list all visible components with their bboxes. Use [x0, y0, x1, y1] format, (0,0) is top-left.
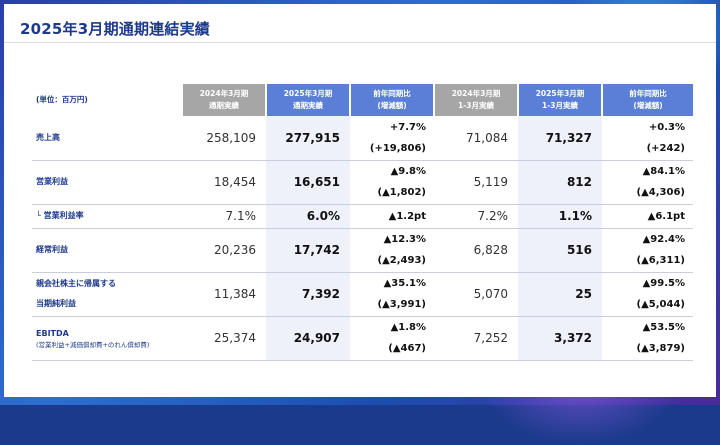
table-header-row: (単位：百万円) 2024年3月期 通期実績 2025年3月期 通期実績 前年同期比…	[32, 84, 693, 116]
cell-q2025: 516	[518, 228, 602, 273]
cell-fy2025: 6.0%	[266, 204, 350, 229]
header-q-yoy: 前年同期比 (増減額)	[601, 84, 693, 116]
row-sublabel: (営業利益+減価償却費+のれん償却費)	[36, 340, 150, 349]
cell-q2024: 7.2%	[434, 204, 518, 229]
cell-fy2024: 11,384	[182, 272, 266, 317]
cell-fy2024: 18,454	[182, 160, 266, 205]
cell-fy-yoy: ▲1.8% (▲467)	[350, 316, 434, 361]
table-row: 営業利益 18,454 16,651 ▲9.8% (▲1,802) 5,119 8…	[32, 160, 693, 205]
title-divider	[4, 42, 716, 43]
table-row: EBITDA (営業利益+減価償却費+のれん償却費) 25,374 24,907 …	[32, 316, 693, 361]
page-title: 2025年3月期通期連結実績	[20, 20, 210, 38]
cell-fy2025: 16,651	[266, 160, 350, 205]
cell-fy2024: 25,374	[182, 316, 266, 361]
cell-q2025: 25	[518, 272, 602, 317]
cell-fy2025: 24,907	[266, 316, 350, 361]
cell-fy-yoy: +7.7% (+19,806)	[350, 116, 434, 161]
row-label: └ 営業利益率	[32, 204, 182, 229]
cell-q2025: 3,372	[518, 316, 602, 361]
cell-q2024: 5,119	[434, 160, 518, 205]
header-fy-yoy: 前年同期比 (増減額)	[349, 84, 434, 116]
row-label: 売上高	[32, 116, 182, 161]
cell-q-yoy: ▲92.4% (▲6,311)	[602, 228, 693, 273]
cell-q2025: 812	[518, 160, 602, 205]
table-row: 売上高 258,109 277,915 +7.7% (+19,806) 71,08…	[32, 116, 693, 161]
unit-label: (単位：百万円)	[36, 95, 88, 104]
table-row: 親会社株主に帰属する 当期純利益 11,384 7,392 ▲35.1% (▲3,9…	[32, 272, 693, 317]
header-q2024: 2024年3月期 1-3月実績	[433, 84, 518, 116]
cell-q2024: 6,828	[434, 228, 518, 273]
header-q2025: 2025年3月期 1-3月実績	[517, 84, 602, 116]
results-table: (単位：百万円) 2024年3月期 通期実績 2025年3月期 通期実績 前年同期比…	[32, 84, 693, 361]
cell-fy2025: 277,915	[266, 116, 350, 161]
cell-q-yoy: ▲53.5% (▲3,879)	[602, 316, 693, 361]
row-label: 経常利益	[32, 228, 182, 273]
cell-fy2025: 17,742	[266, 228, 350, 273]
cell-q2024: 5,070	[434, 272, 518, 317]
unit-header-cell: (単位：百万円)	[32, 84, 182, 116]
table-row: 経常利益 20,236 17,742 ▲12.3% (▲2,493) 6,828 …	[32, 228, 693, 273]
cell-q2024: 7,252	[434, 316, 518, 361]
cell-q2025: 71,327	[518, 116, 602, 161]
cell-fy2025: 7,392	[266, 272, 350, 317]
cell-fy2024: 7.1%	[182, 204, 266, 229]
cell-fy-yoy: ▲1.2pt	[350, 204, 434, 229]
cell-fy2024: 20,236	[182, 228, 266, 273]
cell-q2024: 71,084	[434, 116, 518, 161]
table-row: └ 営業利益率 7.1% 6.0% ▲1.2pt 7.2% 1.1% ▲6.1p…	[32, 204, 693, 229]
cell-q-yoy: +0.3% (+242)	[602, 116, 693, 161]
row-label: 営業利益	[32, 160, 182, 205]
header-fy2024: 2024年3月期 通期実績	[181, 84, 266, 116]
row-label: 親会社株主に帰属する 当期純利益	[32, 272, 182, 317]
cell-fy-yoy: ▲12.3% (▲2,493)	[350, 228, 434, 273]
cell-q-yoy: ▲6.1pt	[602, 204, 693, 229]
cell-q-yoy: ▲99.5% (▲5,044)	[602, 272, 693, 317]
cell-fy-yoy: ▲35.1% (▲3,991)	[350, 272, 434, 317]
cell-q-yoy: ▲84.1% (▲4,306)	[602, 160, 693, 205]
row-label: EBITDA (営業利益+減価償却費+のれん償却費)	[32, 316, 182, 361]
cell-fy-yoy: ▲9.8% (▲1,802)	[350, 160, 434, 205]
header-fy2025: 2025年3月期 通期実績	[265, 84, 350, 116]
slide-canvas: 2025年3月期通期連結実績 (単位：百万円) 2024年3月期 通期実績 202…	[4, 4, 716, 397]
cell-q2025: 1.1%	[518, 204, 602, 229]
cell-fy2024: 258,109	[182, 116, 266, 161]
